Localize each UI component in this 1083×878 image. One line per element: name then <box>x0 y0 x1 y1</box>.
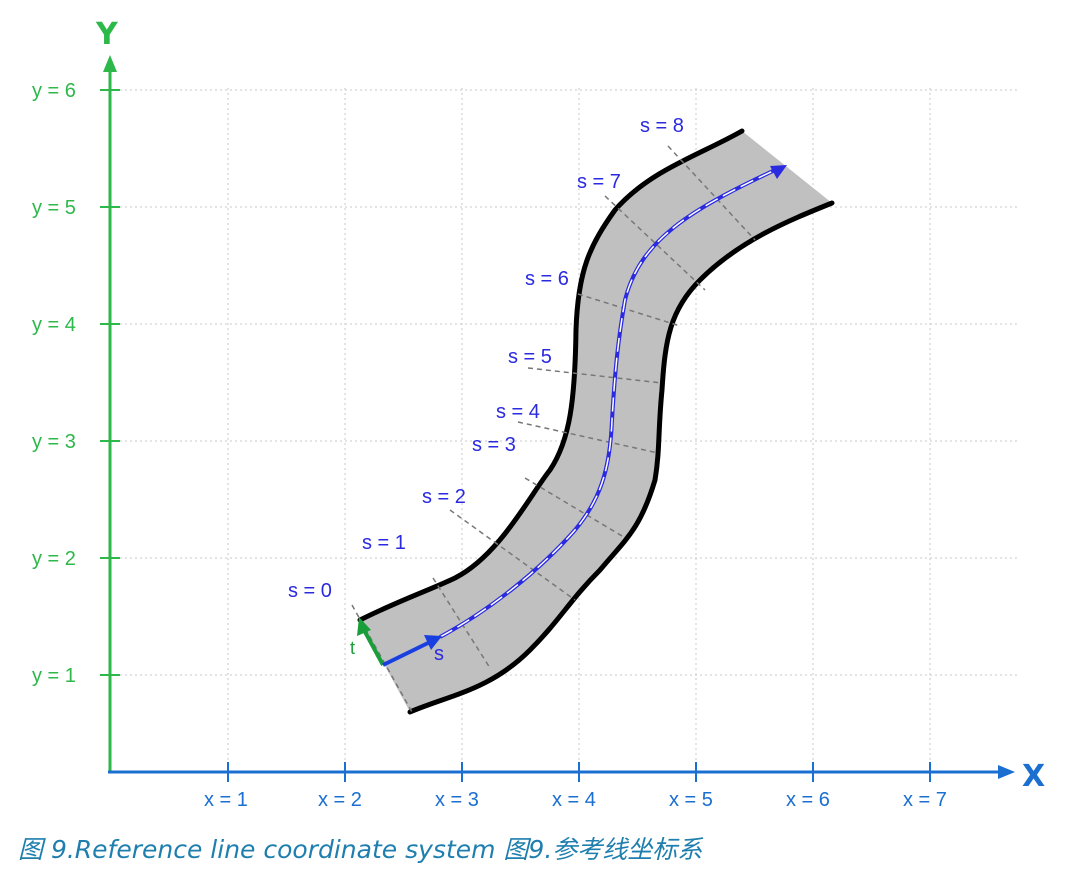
s-label-7: s = 7 <box>577 171 621 193</box>
y-ticks <box>100 89 120 676</box>
section-line-s7 <box>604 195 706 291</box>
t-vector <box>362 629 385 666</box>
y-axis-title: Y <box>95 17 119 52</box>
section-line-s3 <box>524 477 623 537</box>
s-label-4: s = 4 <box>496 401 540 423</box>
reference-line-diagram: s t s = 0 s = 1 s = 2 s = 3 s = 4 s = 5 … <box>32 17 1045 811</box>
y-tick-label-2: y = 2 <box>32 548 76 570</box>
x-ticks <box>227 762 931 782</box>
x-tick-label-5: x = 5 <box>669 789 713 811</box>
s-vector <box>382 641 429 667</box>
y-tick-label-4: y = 4 <box>32 314 76 336</box>
x-axis-title: X <box>1022 759 1045 794</box>
s-vector-label: s <box>434 643 444 665</box>
x-tick-label-6: x = 6 <box>786 789 830 811</box>
x-tick-label-4: x = 4 <box>552 789 596 811</box>
x-axis-arrowhead <box>998 765 1015 779</box>
s-label-8: s = 8 <box>640 115 684 137</box>
s-labels: s = 0 s = 1 s = 2 s = 3 s = 4 s = 5 s = … <box>288 115 684 602</box>
s-vector-arrowhead <box>424 635 442 650</box>
section-line-s2 <box>449 509 576 601</box>
section-line-s4 <box>517 421 659 454</box>
road-right-border <box>407 200 835 715</box>
s-label-0: s = 0 <box>288 580 332 602</box>
s-label-6: s = 6 <box>525 268 569 290</box>
section-line-s8 <box>667 145 756 241</box>
x-tick-label-2: x = 2 <box>318 789 362 811</box>
reference-line-arrowhead <box>770 165 787 179</box>
y-axis-arrowhead <box>103 55 117 72</box>
s-label-1: s = 1 <box>362 532 406 554</box>
x-tick-label-7: x = 7 <box>903 789 947 811</box>
figure-caption: 图 9.Reference line coordinate system 图9.… <box>18 835 703 864</box>
s-label-3: s = 3 <box>472 434 516 456</box>
x-tick-label-3: x = 3 <box>435 789 479 811</box>
x-tick-label-1: x = 1 <box>204 789 248 811</box>
t-vector-label: t <box>350 638 355 658</box>
section-line-s5 <box>527 367 663 384</box>
road-left-border <box>357 128 745 623</box>
s-label-5: s = 5 <box>508 346 552 368</box>
reference-line-highlight <box>439 169 776 638</box>
road-surface <box>360 131 832 712</box>
y-tick-label-5: y = 5 <box>32 197 76 219</box>
y-tick-label-3: y = 3 <box>32 431 76 453</box>
s-label-2: s = 2 <box>422 486 466 508</box>
y-tick-label-1: y = 1 <box>32 665 76 687</box>
y-tick-label-6: y = 6 <box>32 80 76 102</box>
t-vector-arrowhead <box>357 617 371 636</box>
